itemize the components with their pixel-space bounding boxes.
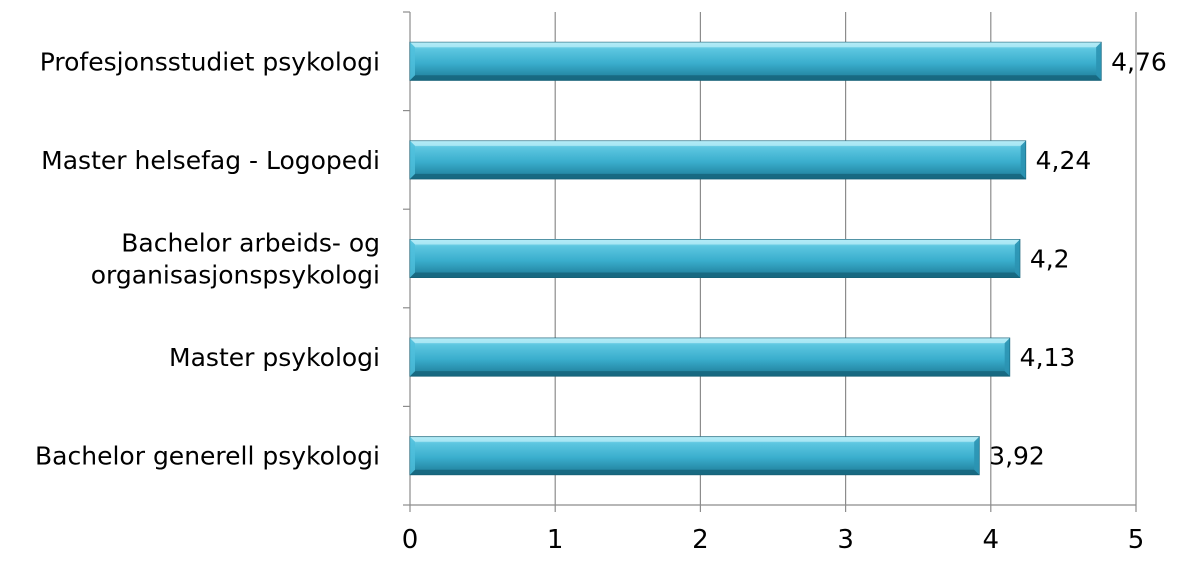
category-label: Bachelor arbeids- og organisasjonspsykolo… <box>91 229 380 290</box>
bar <box>409 436 980 476</box>
bar <box>409 41 1102 81</box>
bars <box>409 41 1102 476</box>
labels: 0 1 2 3 4 5 4,76 Profesjonsstudiet psykologi 4,2… <box>35 47 1167 555</box>
data-label: 4,2 <box>1030 245 1070 274</box>
x-tick-label: 2 <box>692 525 709 555</box>
data-label: 4,13 <box>1020 343 1076 372</box>
category-label: Profesjonsstudiet psykologi <box>40 47 380 76</box>
x-tick-label: 4 <box>983 525 1000 555</box>
category-label: Bachelor generell psykologi <box>35 442 380 471</box>
x-tick-label: 1 <box>547 525 564 555</box>
data-label: 3,92 <box>989 442 1045 471</box>
category-label: Master helsefag - Logopedi <box>41 146 380 175</box>
category-label: Master psykologi <box>169 343 380 372</box>
x-tick-label: 5 <box>1128 525 1145 555</box>
bar <box>409 140 1027 180</box>
bar <box>409 337 1011 377</box>
data-label: 4,24 <box>1036 146 1092 175</box>
data-label: 4,76 <box>1111 47 1167 76</box>
bar <box>409 239 1021 278</box>
x-tick-label: 0 <box>402 525 419 555</box>
x-tick-label: 3 <box>837 525 854 555</box>
